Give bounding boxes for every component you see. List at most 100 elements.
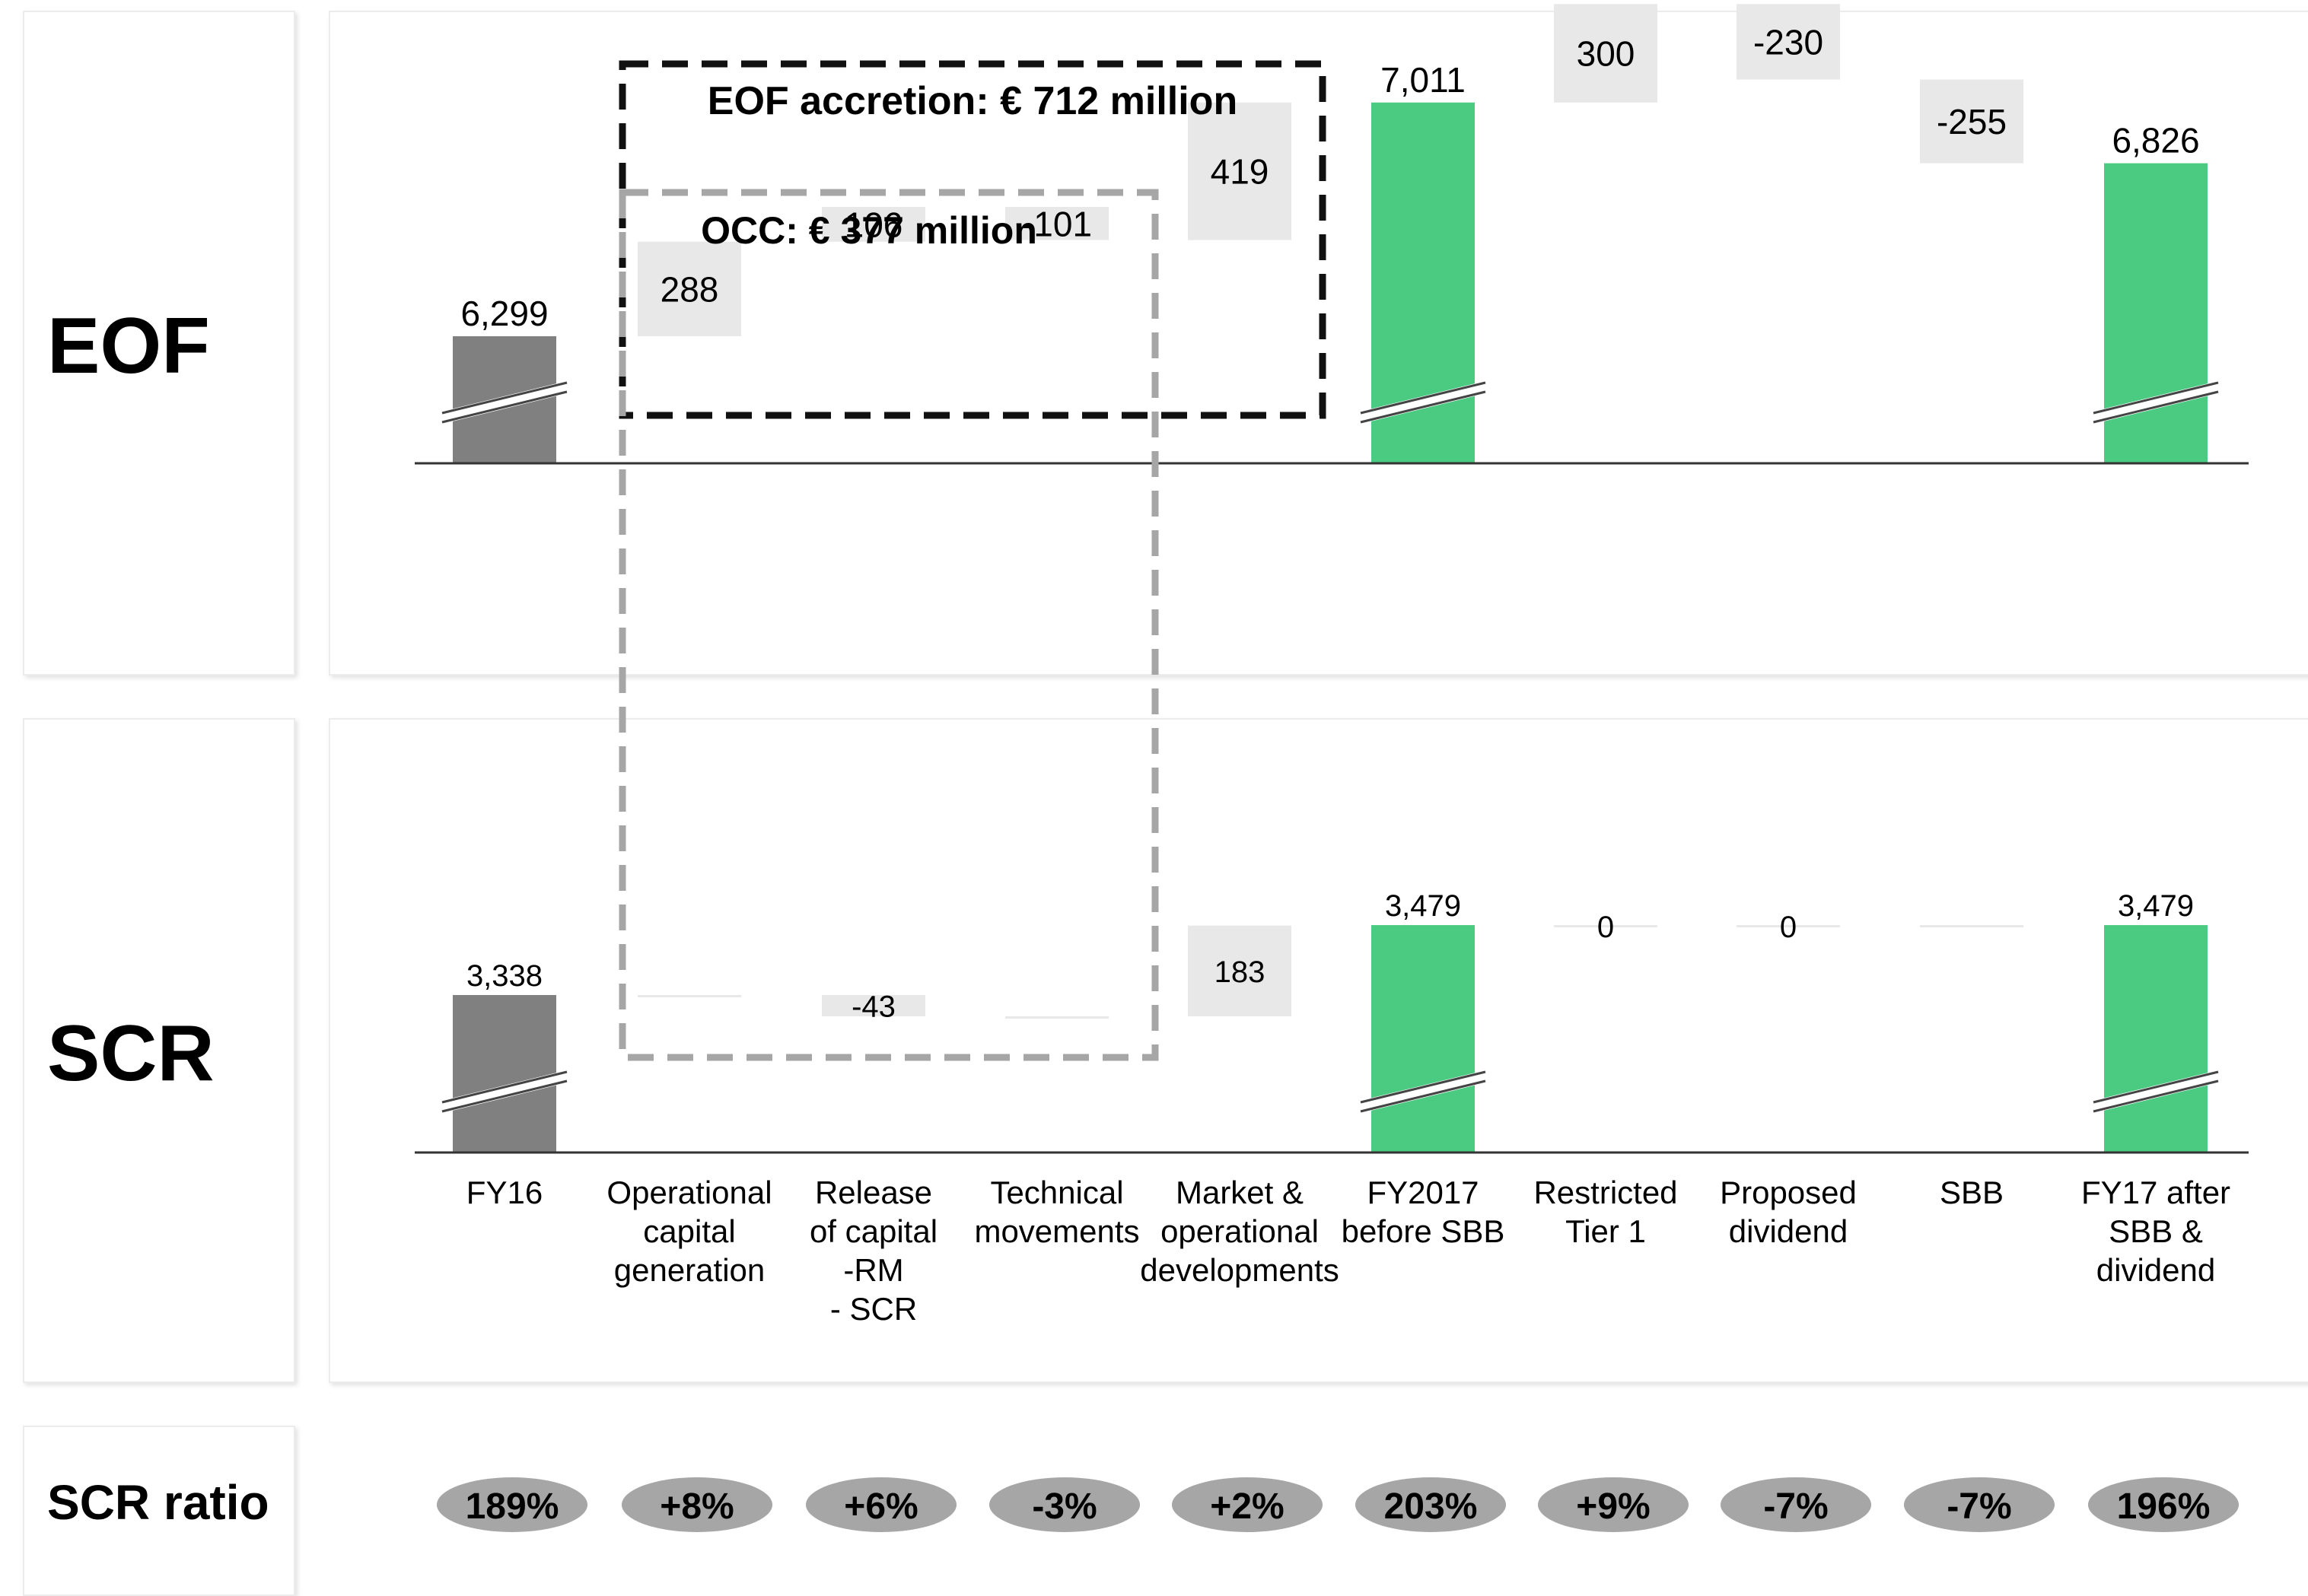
category-label-market-operational-developments: Market & operational developments bbox=[1140, 1175, 1339, 1288]
ratio-row-label: SCR ratio bbox=[47, 1475, 269, 1530]
category-label-fy16: FY16 bbox=[466, 1175, 543, 1210]
category-label-line: Tier 1 bbox=[1565, 1213, 1646, 1249]
scr-waterfall: 3,338 -43 183 3,479 0 0 3,479 bbox=[415, 889, 2249, 1154]
eof-label-panel bbox=[23, 11, 295, 676]
axis-break-line-fy17-after-sbb-dividend bbox=[2093, 1079, 2219, 1113]
category-label-line: FY16 bbox=[466, 1175, 543, 1210]
value-label-fy2017-before-sbb: 3,479 bbox=[1385, 889, 1461, 923]
category-label-line: Technical bbox=[990, 1175, 1123, 1210]
axis-break-line2-fy17-after-sbb-dividend bbox=[2093, 1070, 2219, 1104]
axis-break-fy2017-before-sbb bbox=[1359, 1070, 1487, 1113]
ratio-ellipse-fy17-after-sbb-dividend bbox=[2088, 1477, 2239, 1532]
value-label-fy17-after-sbb-dividend: 6,826 bbox=[2112, 121, 2199, 161]
axis-break-line-fy2017-before-sbb bbox=[1360, 390, 1486, 424]
category-label-line: Release bbox=[815, 1175, 932, 1210]
axis-break-fy16 bbox=[441, 1070, 568, 1113]
category-label-line: Market & bbox=[1176, 1175, 1304, 1210]
ratio-value-release-of-capital-rm-scr: +6% bbox=[844, 1486, 918, 1527]
ratio-ellipse-release-of-capital-rm-scr bbox=[806, 1477, 957, 1532]
axis-break-fy17-after-sbb-dividend bbox=[2092, 381, 2220, 424]
category-label-fy17-after-sbb-dividend: FY17 after SBB & dividend bbox=[2081, 1175, 2230, 1288]
bar-release-of-capital-rm-scr bbox=[822, 206, 925, 242]
ratio-ellipse-restricted-tier-1 bbox=[1538, 1477, 1689, 1532]
bar-restricted-tier-1 bbox=[1554, 4, 1657, 103]
category-label-line: SBB bbox=[1940, 1175, 2004, 1210]
bar-technical-movements bbox=[1005, 1016, 1109, 1019]
category-label-proposed-dividend: Proposed dividend bbox=[1720, 1175, 1857, 1249]
category-label-technical-movements: Technical movements bbox=[974, 1175, 1139, 1249]
scr-ratio-row: 189% +8% +6% -3% +2% 203% +9% -7% -7% 196% bbox=[437, 1477, 2239, 1532]
axis-break-line-fy2017-before-sbb bbox=[1360, 1079, 1486, 1113]
value-label-sbb: -255 bbox=[1937, 102, 2007, 141]
occ-box bbox=[619, 189, 1159, 1061]
bar-fy17-after-sbb-dividend bbox=[2104, 163, 2208, 464]
category-label-operational-capital-generation: Operational capital generation bbox=[606, 1175, 772, 1288]
category-label-sbb: SBB bbox=[1940, 1175, 2004, 1210]
axis-break-line-fy16 bbox=[441, 390, 568, 424]
category-label-line: generation bbox=[614, 1252, 766, 1288]
category-label-line: before SBB bbox=[1342, 1213, 1505, 1249]
value-label-fy16: 3,338 bbox=[466, 959, 543, 993]
category-label-line: dividend bbox=[2096, 1252, 2215, 1288]
bar-sbb bbox=[1920, 925, 2023, 928]
value-label-market-operational-developments: 183 bbox=[1214, 955, 1265, 989]
axis-break-line2-fy2017-before-sbb bbox=[1360, 1070, 1486, 1104]
category-label-release-of-capital-rm-scr: Release of capital -RM - SCR bbox=[810, 1175, 938, 1327]
annotation-boxes: EOF accretion: € 712 million OCC: € 377 … bbox=[619, 60, 1326, 1061]
value-label-release-of-capital-rm-scr: 106 bbox=[845, 205, 903, 244]
scr-chart-panel bbox=[329, 718, 2308, 1383]
ratio-value-proposed-dividend: -7% bbox=[1763, 1486, 1828, 1527]
value-label-fy2017-before-sbb: 7,011 bbox=[1380, 60, 1466, 100]
axis-break-fy16 bbox=[441, 381, 568, 424]
bar-operational-capital-generation bbox=[638, 995, 741, 997]
ratio-ellipse-market-operational-developments bbox=[1172, 1477, 1323, 1532]
bar-operational-capital-generation bbox=[638, 241, 741, 336]
category-label-line: - SCR bbox=[830, 1291, 917, 1327]
value-label-proposed-dividend: 0 bbox=[1780, 911, 1797, 944]
axis-break-line2-fy16 bbox=[441, 381, 568, 415]
category-label-line: operational bbox=[1160, 1213, 1319, 1249]
category-label-line: FY2017 bbox=[1367, 1175, 1479, 1210]
scr-row-label: SCR bbox=[47, 1009, 215, 1098]
category-label-line: Operational bbox=[606, 1175, 772, 1210]
ratio-value-market-operational-developments: +2% bbox=[1210, 1486, 1284, 1527]
ratio-value-fy2017-before-sbb: 203% bbox=[1384, 1486, 1478, 1527]
ratio-value-fy16: 189% bbox=[466, 1486, 559, 1527]
bar-technical-movements bbox=[1005, 206, 1109, 240]
ratio-ellipse-fy16 bbox=[437, 1477, 587, 1532]
axis-break-line2-fy2017-before-sbb bbox=[1360, 381, 1486, 415]
scr-label-panel bbox=[23, 718, 295, 1383]
eof-accretion-label: EOF accretion: € 712 million bbox=[708, 79, 1237, 123]
occ-label: OCC: € 377 million bbox=[701, 209, 1037, 252]
category-label-line: capital bbox=[643, 1213, 735, 1249]
ratio-value-operational-capital-generation: +8% bbox=[660, 1486, 734, 1527]
category-label-line: Restricted bbox=[1533, 1175, 1677, 1210]
bar-sbb bbox=[1920, 79, 2023, 164]
ratio-value-sbb: -7% bbox=[1947, 1486, 2011, 1527]
category-label-restricted-tier-1: Restricted Tier 1 bbox=[1533, 1175, 1677, 1249]
ratio-value-fy17-after-sbb-dividend: 196% bbox=[2117, 1486, 2211, 1527]
axis-break-line-fy17-after-sbb-dividend bbox=[2093, 390, 2219, 424]
category-label-line: of capital bbox=[810, 1213, 938, 1249]
ratio-ellipse-operational-capital-generation bbox=[622, 1477, 772, 1532]
value-label-technical-movements: -101 bbox=[1022, 204, 1092, 243]
value-label-fy17-after-sbb-dividend: 3,479 bbox=[2118, 889, 2194, 923]
bar-market-operational-developments bbox=[1188, 925, 1291, 1017]
eof-accretion-box bbox=[619, 60, 1326, 419]
category-label-line: FY17 after bbox=[2081, 1175, 2230, 1210]
bar-proposed-dividend bbox=[1737, 925, 1840, 928]
bar-market-operational-developments bbox=[1188, 102, 1291, 240]
bar-restricted-tier-1 bbox=[1554, 925, 1657, 928]
axis-break-fy2017-before-sbb bbox=[1359, 381, 1487, 424]
category-label-line: -RM bbox=[843, 1252, 903, 1288]
bar-fy16 bbox=[453, 995, 556, 1152]
bar-fy17-after-sbb-dividend bbox=[2104, 925, 2208, 1152]
ratio-ellipse-fy2017-before-sbb bbox=[1355, 1477, 1506, 1532]
category-label-line: Proposed bbox=[1720, 1175, 1857, 1210]
category-label-line: SBB & bbox=[2109, 1213, 2203, 1249]
value-label-market-operational-developments: 419 bbox=[1211, 152, 1269, 192]
ratio-ellipse-proposed-dividend bbox=[1721, 1477, 1871, 1532]
axis-break-line2-fy16 bbox=[441, 1070, 568, 1104]
bar-fy2017-before-sbb bbox=[1371, 925, 1475, 1152]
